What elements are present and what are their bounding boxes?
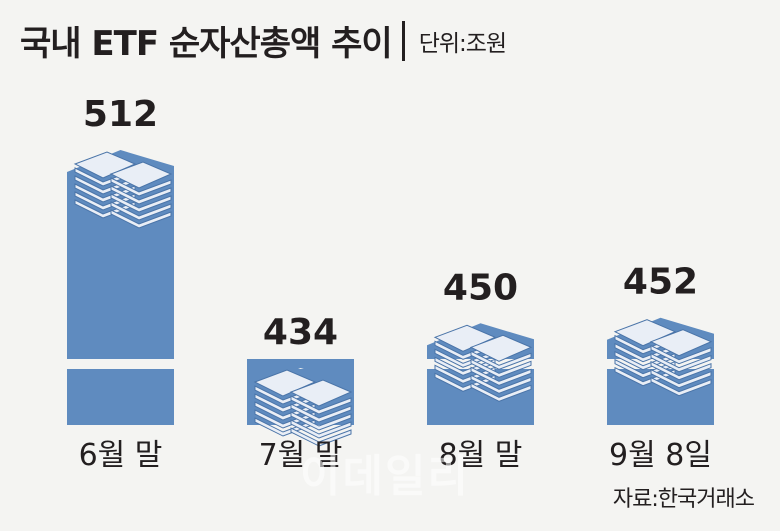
bar-foot [67,369,174,425]
paper-stack-icon [649,329,713,397]
watermark: 이데일리 [300,451,470,502]
value-label: 512 [83,94,158,135]
category-label: 8월 말 [439,438,523,473]
paper-stack-icon [109,161,173,229]
value-label: 450 [443,267,518,308]
category-label: 7월 말 [259,438,343,473]
source-label: 자료:한국거래소 [612,487,755,512]
bar-3 [427,323,534,425]
category-label: 6월 말 [79,438,163,473]
paper-stack-icon [469,334,533,402]
category-label: 9월 8일 [609,438,712,473]
title-divider [401,20,405,61]
bar-4 [607,317,714,425]
bar-body [247,359,354,391]
unit-label: 단위:조원 [418,30,507,57]
paper-stack-icon [613,319,677,387]
bar-2 [247,359,354,447]
header: 국내 ETF 순자산총액 추이 단위:조원 [20,16,507,65]
paper-stack-icon [289,379,353,447]
bar-1 [67,150,174,425]
value-label: 434 [263,312,338,353]
chart-title: 국내 ETF 순자산총액 추이 [20,24,393,64]
value-label: 452 [623,262,698,303]
